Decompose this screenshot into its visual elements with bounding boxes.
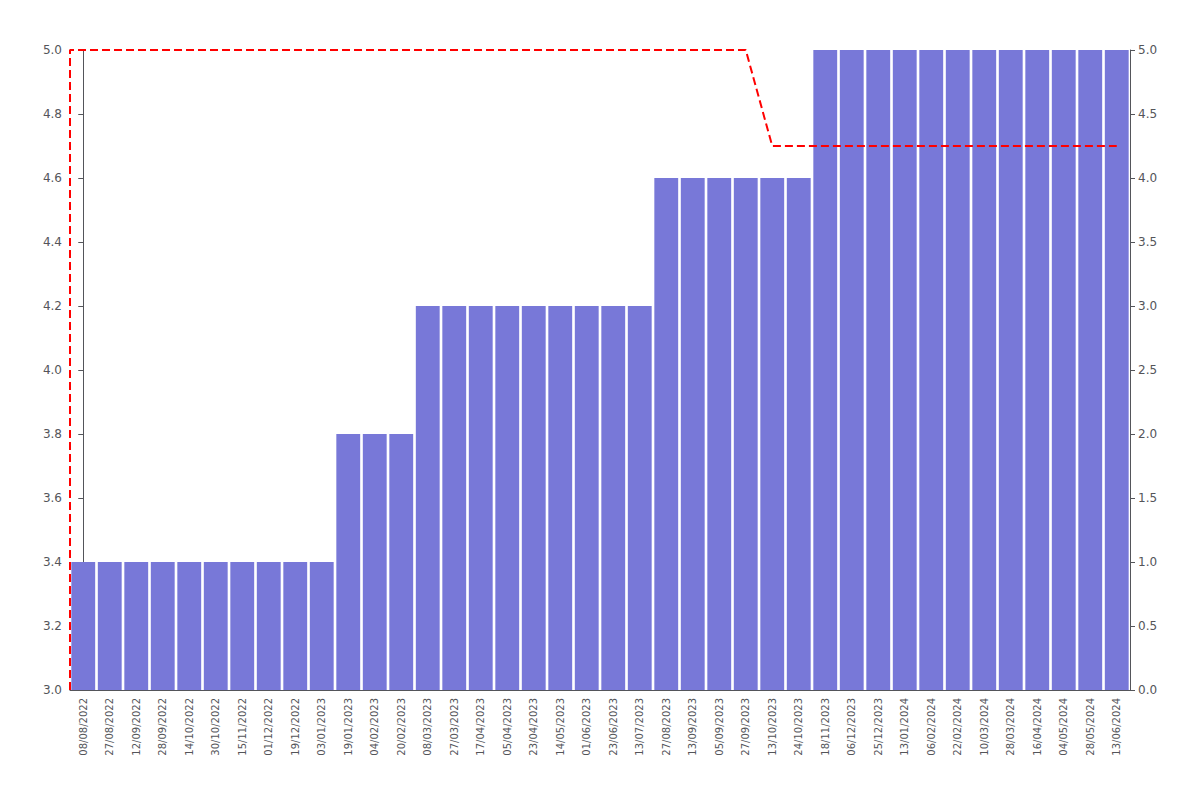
svg-text:03/01/2023: 03/01/2023 bbox=[316, 698, 327, 756]
svg-text:4.4: 4.4 bbox=[43, 235, 62, 249]
svg-text:27/03/2023: 27/03/2023 bbox=[449, 698, 460, 756]
svg-text:28/09/2022: 28/09/2022 bbox=[157, 698, 168, 756]
svg-text:5.0: 5.0 bbox=[1138, 43, 1157, 57]
svg-text:10/03/2024: 10/03/2024 bbox=[979, 698, 990, 756]
svg-text:15/11/2022: 15/11/2022 bbox=[237, 698, 248, 756]
svg-text:08/03/2023: 08/03/2023 bbox=[422, 698, 433, 756]
svg-text:04/02/2023: 04/02/2023 bbox=[369, 698, 380, 756]
svg-text:05/04/2023: 05/04/2023 bbox=[502, 698, 513, 756]
svg-text:06/02/2024: 06/02/2024 bbox=[926, 698, 937, 756]
svg-text:4.5: 4.5 bbox=[1138, 107, 1157, 121]
svg-text:16/04/2024: 16/04/2024 bbox=[1032, 698, 1043, 756]
svg-text:1.0: 1.0 bbox=[1138, 555, 1157, 569]
svg-text:1.5: 1.5 bbox=[1138, 491, 1157, 505]
svg-text:27/08/2023: 27/08/2023 bbox=[661, 698, 672, 756]
svg-text:13/10/2023: 13/10/2023 bbox=[767, 698, 778, 756]
svg-text:3.5: 3.5 bbox=[1138, 235, 1157, 249]
svg-text:14/10/2022: 14/10/2022 bbox=[184, 698, 195, 756]
svg-text:0.0: 0.0 bbox=[1138, 683, 1157, 697]
svg-text:13/01/2024: 13/01/2024 bbox=[899, 698, 910, 756]
svg-text:01/12/2022: 01/12/2022 bbox=[263, 698, 274, 756]
svg-text:27/09/2023: 27/09/2023 bbox=[740, 698, 751, 756]
svg-text:5.0: 5.0 bbox=[43, 43, 62, 57]
svg-text:06/12/2023: 06/12/2023 bbox=[846, 698, 857, 756]
svg-text:24/10/2023: 24/10/2023 bbox=[793, 698, 804, 756]
svg-text:4.0: 4.0 bbox=[1138, 171, 1157, 185]
svg-text:12/09/2022: 12/09/2022 bbox=[131, 698, 142, 756]
svg-text:13/06/2024: 13/06/2024 bbox=[1111, 698, 1122, 756]
svg-text:4.8: 4.8 bbox=[43, 107, 62, 121]
svg-text:2.0: 2.0 bbox=[1138, 427, 1157, 441]
svg-text:14/05/2023: 14/05/2023 bbox=[555, 698, 566, 756]
svg-text:19/01/2023: 19/01/2023 bbox=[343, 698, 354, 756]
svg-text:18/11/2023: 18/11/2023 bbox=[820, 698, 831, 756]
svg-text:3.2: 3.2 bbox=[43, 619, 62, 633]
svg-text:27/08/2022: 27/08/2022 bbox=[104, 698, 115, 756]
svg-text:01/06/2023: 01/06/2023 bbox=[581, 698, 592, 756]
svg-text:3.0: 3.0 bbox=[1138, 299, 1157, 313]
svg-text:23/04/2023: 23/04/2023 bbox=[528, 698, 539, 756]
svg-text:3.0: 3.0 bbox=[43, 683, 62, 697]
svg-text:25/12/2023: 25/12/2023 bbox=[873, 698, 884, 756]
svg-text:22/02/2024: 22/02/2024 bbox=[952, 698, 963, 756]
svg-text:04/05/2024: 04/05/2024 bbox=[1058, 698, 1069, 756]
svg-text:13/07/2023: 13/07/2023 bbox=[634, 698, 645, 756]
svg-text:3.6: 3.6 bbox=[43, 491, 62, 505]
svg-text:23/06/2023: 23/06/2023 bbox=[608, 698, 619, 756]
svg-text:30/10/2022: 30/10/2022 bbox=[210, 698, 221, 756]
svg-text:4.2: 4.2 bbox=[43, 299, 62, 313]
svg-text:17/04/2023: 17/04/2023 bbox=[475, 698, 486, 756]
svg-text:4.6: 4.6 bbox=[43, 171, 62, 185]
svg-text:20/02/2023: 20/02/2023 bbox=[396, 698, 407, 756]
svg-text:3.4: 3.4 bbox=[43, 555, 62, 569]
svg-text:3.8: 3.8 bbox=[43, 427, 62, 441]
svg-text:2.5: 2.5 bbox=[1138, 363, 1157, 377]
svg-text:13/09/2023: 13/09/2023 bbox=[687, 698, 698, 756]
svg-text:28/03/2024: 28/03/2024 bbox=[1005, 698, 1016, 756]
svg-text:05/09/2023: 05/09/2023 bbox=[714, 698, 725, 756]
svg-text:08/08/2022: 08/08/2022 bbox=[78, 698, 89, 756]
svg-text:19/12/2022: 19/12/2022 bbox=[290, 698, 301, 756]
svg-text:0.5: 0.5 bbox=[1138, 619, 1157, 633]
svg-text:4.0: 4.0 bbox=[43, 363, 62, 377]
svg-text:28/05/2024: 28/05/2024 bbox=[1085, 698, 1096, 756]
